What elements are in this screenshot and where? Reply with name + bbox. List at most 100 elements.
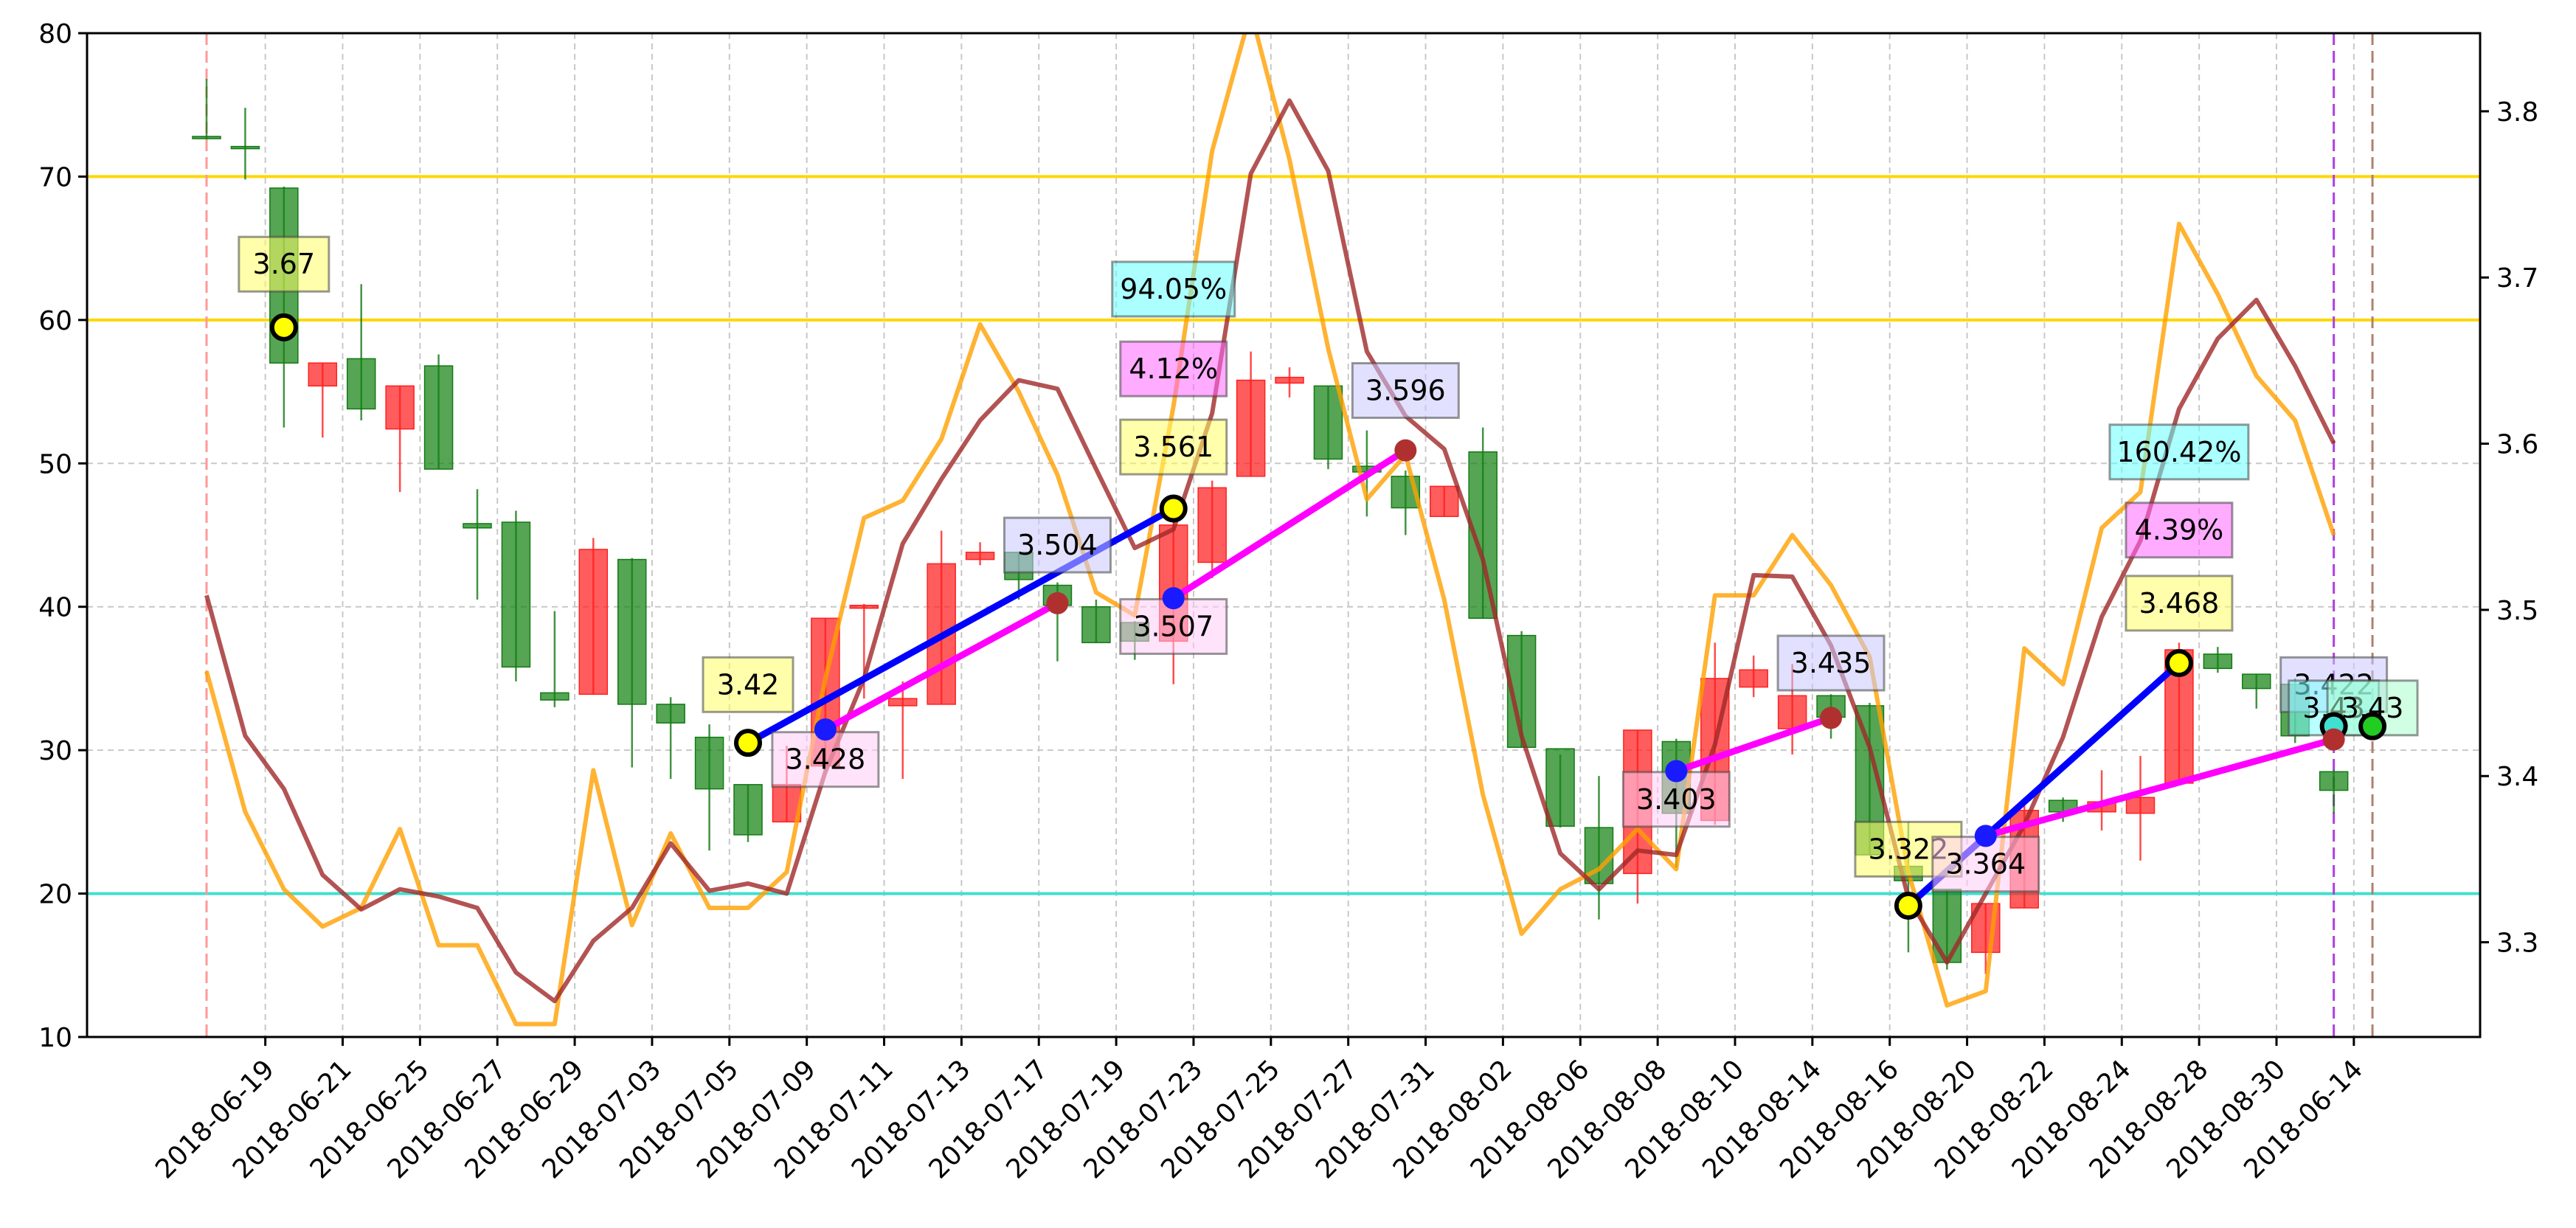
candle-body	[694, 736, 724, 790]
candle-body	[308, 362, 338, 387]
annotation-box	[2125, 575, 2234, 632]
candle-body	[887, 698, 918, 707]
right-axis-tick-label: 3.3	[2496, 929, 2538, 959]
annotation-label: 3.468	[2125, 575, 2234, 632]
annotation-label: 3.428	[771, 731, 880, 788]
candle-body	[1275, 376, 1304, 384]
candle-body	[733, 784, 763, 836]
annotation-box	[1003, 516, 1112, 574]
marker-point	[1394, 439, 1417, 462]
annotation-label: 3.435	[1776, 634, 1886, 692]
annotation-label: 3.42	[702, 656, 794, 713]
marker-point	[1162, 587, 1185, 610]
candle-body	[2242, 673, 2271, 690]
left-axis-tick-label: 20	[38, 880, 72, 910]
candle-body	[385, 385, 415, 430]
annotation-text: 3.507	[1133, 610, 1213, 642]
plot-frame	[86, 32, 2482, 1038]
annotation-box	[2108, 423, 2250, 481]
annotation-text: 3.428	[785, 743, 865, 776]
left-axis-tick-label: 30	[38, 736, 72, 766]
left-axis-tick-label: 40	[38, 593, 72, 623]
annotation-text: 3.561	[1133, 431, 1213, 463]
annotation-label: 3.67	[238, 235, 330, 293]
annotation-text: 4.39%	[2135, 514, 2224, 547]
marker-point	[2164, 649, 2193, 678]
annotation-box	[1351, 361, 1460, 419]
annotation-box	[1776, 634, 1886, 692]
right-axis-tick-label: 3.7	[2496, 263, 2538, 294]
candle-body	[230, 145, 260, 150]
marker-point	[2322, 728, 2345, 751]
annotation-label: 94.05%	[1111, 260, 1236, 318]
left-axis-tick-label: 50	[38, 449, 72, 479]
candle-body	[2203, 653, 2233, 670]
annotation-text: 4.12%	[1129, 353, 1218, 385]
annotation-label: 160.42%	[2108, 423, 2250, 481]
candle-body	[540, 692, 569, 701]
candle-body	[849, 605, 879, 609]
magenta-trend-segment	[1170, 447, 1409, 602]
annotation-text: 94.05%	[1120, 273, 1227, 305]
marker-point	[1974, 825, 1997, 847]
candle-body	[1739, 669, 1768, 688]
annotation-box	[1111, 260, 1236, 318]
marker-point	[1665, 760, 1688, 783]
candle-body	[656, 704, 685, 724]
candle-body	[1430, 485, 1459, 517]
left-axis-tick-label: 60	[38, 306, 72, 336]
marker-point	[1159, 494, 1188, 523]
marker-point	[269, 313, 298, 341]
candle-body	[192, 136, 221, 139]
left-axis-tick-label: 80	[38, 19, 72, 49]
candle-body	[1545, 748, 1575, 827]
annotation-text: 3.67	[253, 248, 316, 280]
annotation-text: 3.364	[1945, 848, 2026, 881]
annotation-text: 3.435	[1791, 647, 1872, 679]
right-axis-tick-label: 3.6	[2496, 430, 2538, 460]
candle-body	[1777, 695, 1807, 729]
annotations: 3.673.423.5613.3223.4683.4283.5073.4033.…	[238, 235, 2419, 893]
annotation-text: 160.42%	[2116, 436, 2241, 468]
candle-body	[2319, 771, 2349, 791]
candle-body	[1932, 888, 1962, 963]
candle-body	[346, 358, 376, 410]
orange-indicator-line	[204, 33, 2336, 1027]
marker-point	[1894, 891, 1922, 920]
annotation-box	[238, 235, 330, 293]
marker-point	[2358, 712, 2387, 740]
right-axis-tick-label: 3.5	[2496, 596, 2538, 626]
marker-point	[1820, 707, 1843, 729]
right-axis-tick-label: 3.4	[2496, 762, 2538, 792]
annotation-box	[1119, 418, 1228, 476]
right-axis-tick-label: 3.8	[2496, 97, 2538, 128]
annotation-label: 3.507	[1119, 597, 1228, 655]
candle-body	[463, 523, 492, 529]
candle-body	[1313, 385, 1343, 460]
magenta-trend-segment	[822, 600, 1061, 733]
annotation-label: 3.596	[1351, 361, 1460, 419]
annotation-label: 3.504	[1003, 516, 1112, 574]
candle-body	[1081, 606, 1111, 644]
annotation-label: 3.561	[1119, 418, 1228, 476]
annotation-label: 4.39%	[2125, 502, 2234, 559]
candle-body	[2125, 797, 2156, 814]
brown-indicator-line	[204, 98, 2336, 1004]
annotation-box	[702, 656, 794, 713]
marker-point	[1046, 592, 1069, 614]
candle-body	[1236, 379, 1266, 477]
annotation-label: 4.12%	[1119, 340, 1228, 398]
marker-points	[269, 313, 2387, 920]
threshold-lines	[87, 175, 2480, 895]
marker-point	[734, 729, 763, 757]
annotation-box	[1119, 340, 1228, 398]
left-axis-tick-label: 10	[38, 1023, 72, 1053]
annotation-text: 3.42	[717, 668, 780, 701]
indicator-lines	[204, 33, 2336, 1027]
left-axis-tick-label: 70	[38, 162, 72, 192]
candle-body	[1197, 487, 1227, 563]
annotation-text: 3.403	[1636, 783, 1717, 816]
candle-body	[423, 365, 454, 470]
candle-body	[501, 521, 531, 668]
